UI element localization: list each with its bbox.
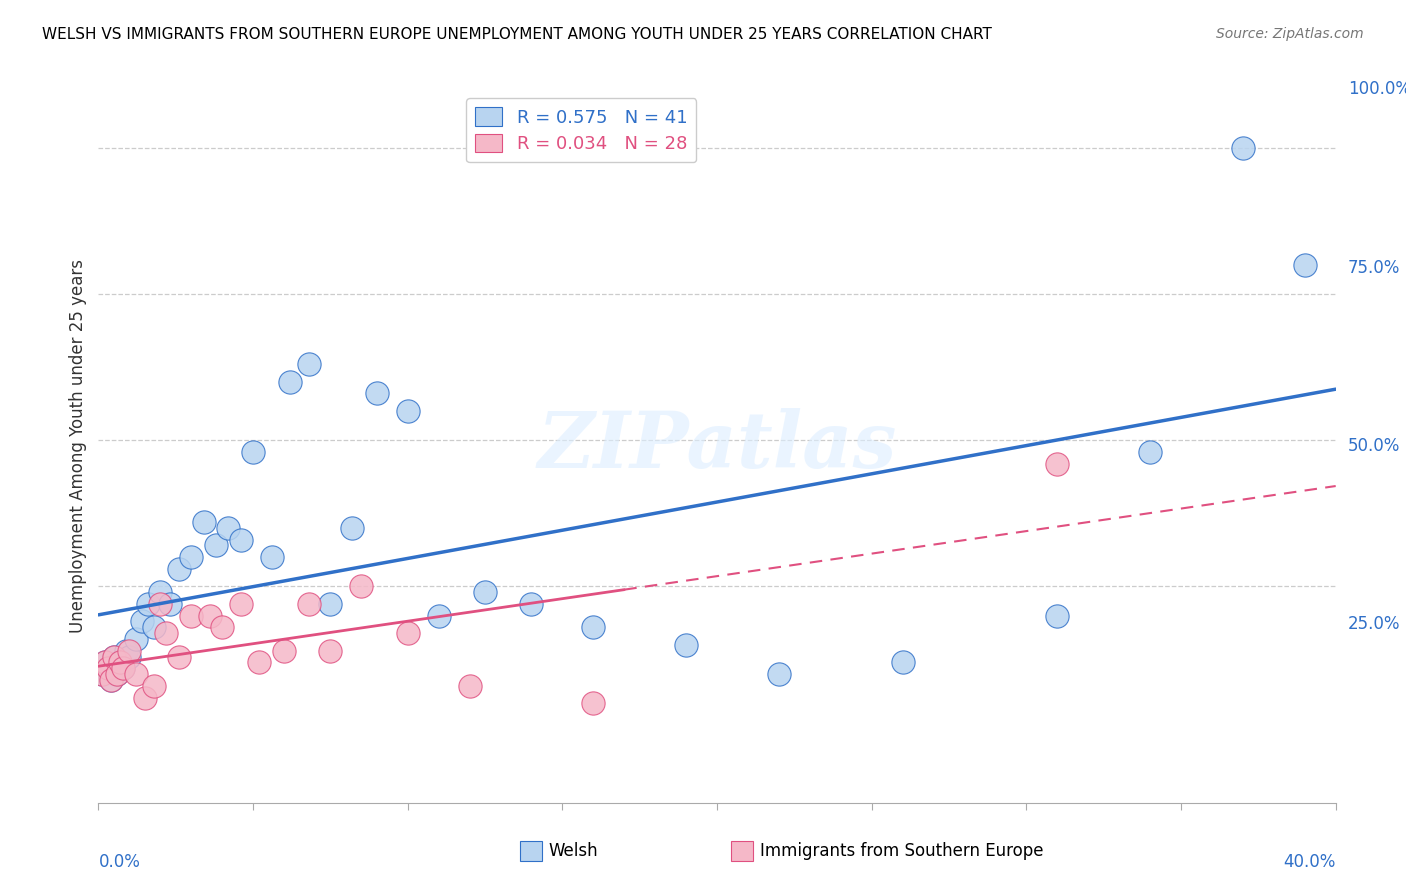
Point — [143, 679, 166, 693]
Point — [93, 656, 115, 670]
Point — [458, 679, 481, 693]
Point — [205, 538, 228, 552]
Point — [149, 585, 172, 599]
Point — [155, 626, 177, 640]
Point — [229, 533, 252, 547]
Text: 100.0%: 100.0% — [1348, 80, 1406, 98]
Point — [211, 620, 233, 634]
Point — [298, 357, 321, 371]
Point — [97, 661, 120, 675]
Point — [242, 445, 264, 459]
Text: Immigrants from Southern Europe: Immigrants from Southern Europe — [759, 842, 1043, 860]
Point — [112, 661, 135, 675]
Text: WELSH VS IMMIGRANTS FROM SOUTHERN EUROPE UNEMPLOYMENT AMONG YOUTH UNDER 25 YEARS: WELSH VS IMMIGRANTS FROM SOUTHERN EUROPE… — [42, 27, 993, 42]
Text: ZIPatlas: ZIPatlas — [537, 408, 897, 484]
Point — [118, 644, 141, 658]
Point — [105, 667, 128, 681]
Point — [319, 597, 342, 611]
Text: 50.0%: 50.0% — [1348, 437, 1400, 455]
Point — [1139, 445, 1161, 459]
Point — [149, 597, 172, 611]
Point — [1232, 141, 1254, 155]
Point — [108, 656, 131, 670]
Point — [260, 550, 283, 565]
Point — [90, 667, 112, 681]
Point — [396, 626, 419, 640]
Point — [675, 638, 697, 652]
Point — [1046, 608, 1069, 623]
Point — [474, 585, 496, 599]
Point — [124, 632, 146, 646]
Point — [118, 649, 141, 664]
Point — [112, 661, 135, 675]
Point — [180, 608, 202, 623]
Point — [1294, 258, 1316, 272]
Point — [103, 649, 125, 664]
Point — [273, 644, 295, 658]
Point — [97, 661, 120, 675]
Point — [143, 620, 166, 634]
Text: 75.0%: 75.0% — [1348, 259, 1400, 277]
Point — [278, 375, 301, 389]
Point — [136, 597, 159, 611]
Point — [167, 649, 190, 664]
Point — [124, 667, 146, 681]
Point — [105, 667, 128, 681]
Point — [90, 667, 112, 681]
Point — [350, 579, 373, 593]
Point — [134, 690, 156, 705]
Point — [180, 550, 202, 565]
Point — [103, 649, 125, 664]
Point — [582, 697, 605, 711]
Point — [198, 608, 221, 623]
Point — [167, 562, 190, 576]
Text: 25.0%: 25.0% — [1348, 615, 1400, 633]
Text: Welsh: Welsh — [548, 842, 599, 860]
Text: Source: ZipAtlas.com: Source: ZipAtlas.com — [1216, 27, 1364, 41]
Text: 40.0%: 40.0% — [1284, 853, 1336, 871]
Point — [100, 673, 122, 687]
Point — [217, 521, 239, 535]
Point — [427, 608, 450, 623]
Legend: R = 0.575   N = 41, R = 0.034   N = 28: R = 0.575 N = 41, R = 0.034 N = 28 — [467, 98, 696, 162]
Point — [247, 656, 270, 670]
Point — [319, 644, 342, 658]
Text: 0.0%: 0.0% — [98, 853, 141, 871]
Point — [193, 515, 215, 529]
Point — [115, 644, 138, 658]
Point — [366, 386, 388, 401]
Point — [229, 597, 252, 611]
Point — [108, 656, 131, 670]
Point — [298, 597, 321, 611]
Point — [396, 404, 419, 418]
Point — [1046, 457, 1069, 471]
Point — [768, 667, 790, 681]
Point — [100, 673, 122, 687]
Point — [891, 656, 914, 670]
Y-axis label: Unemployment Among Youth under 25 years: Unemployment Among Youth under 25 years — [69, 259, 87, 633]
Point — [159, 597, 181, 611]
Point — [93, 656, 115, 670]
Point — [520, 597, 543, 611]
Point — [582, 620, 605, 634]
Point — [340, 521, 363, 535]
Point — [131, 615, 153, 629]
